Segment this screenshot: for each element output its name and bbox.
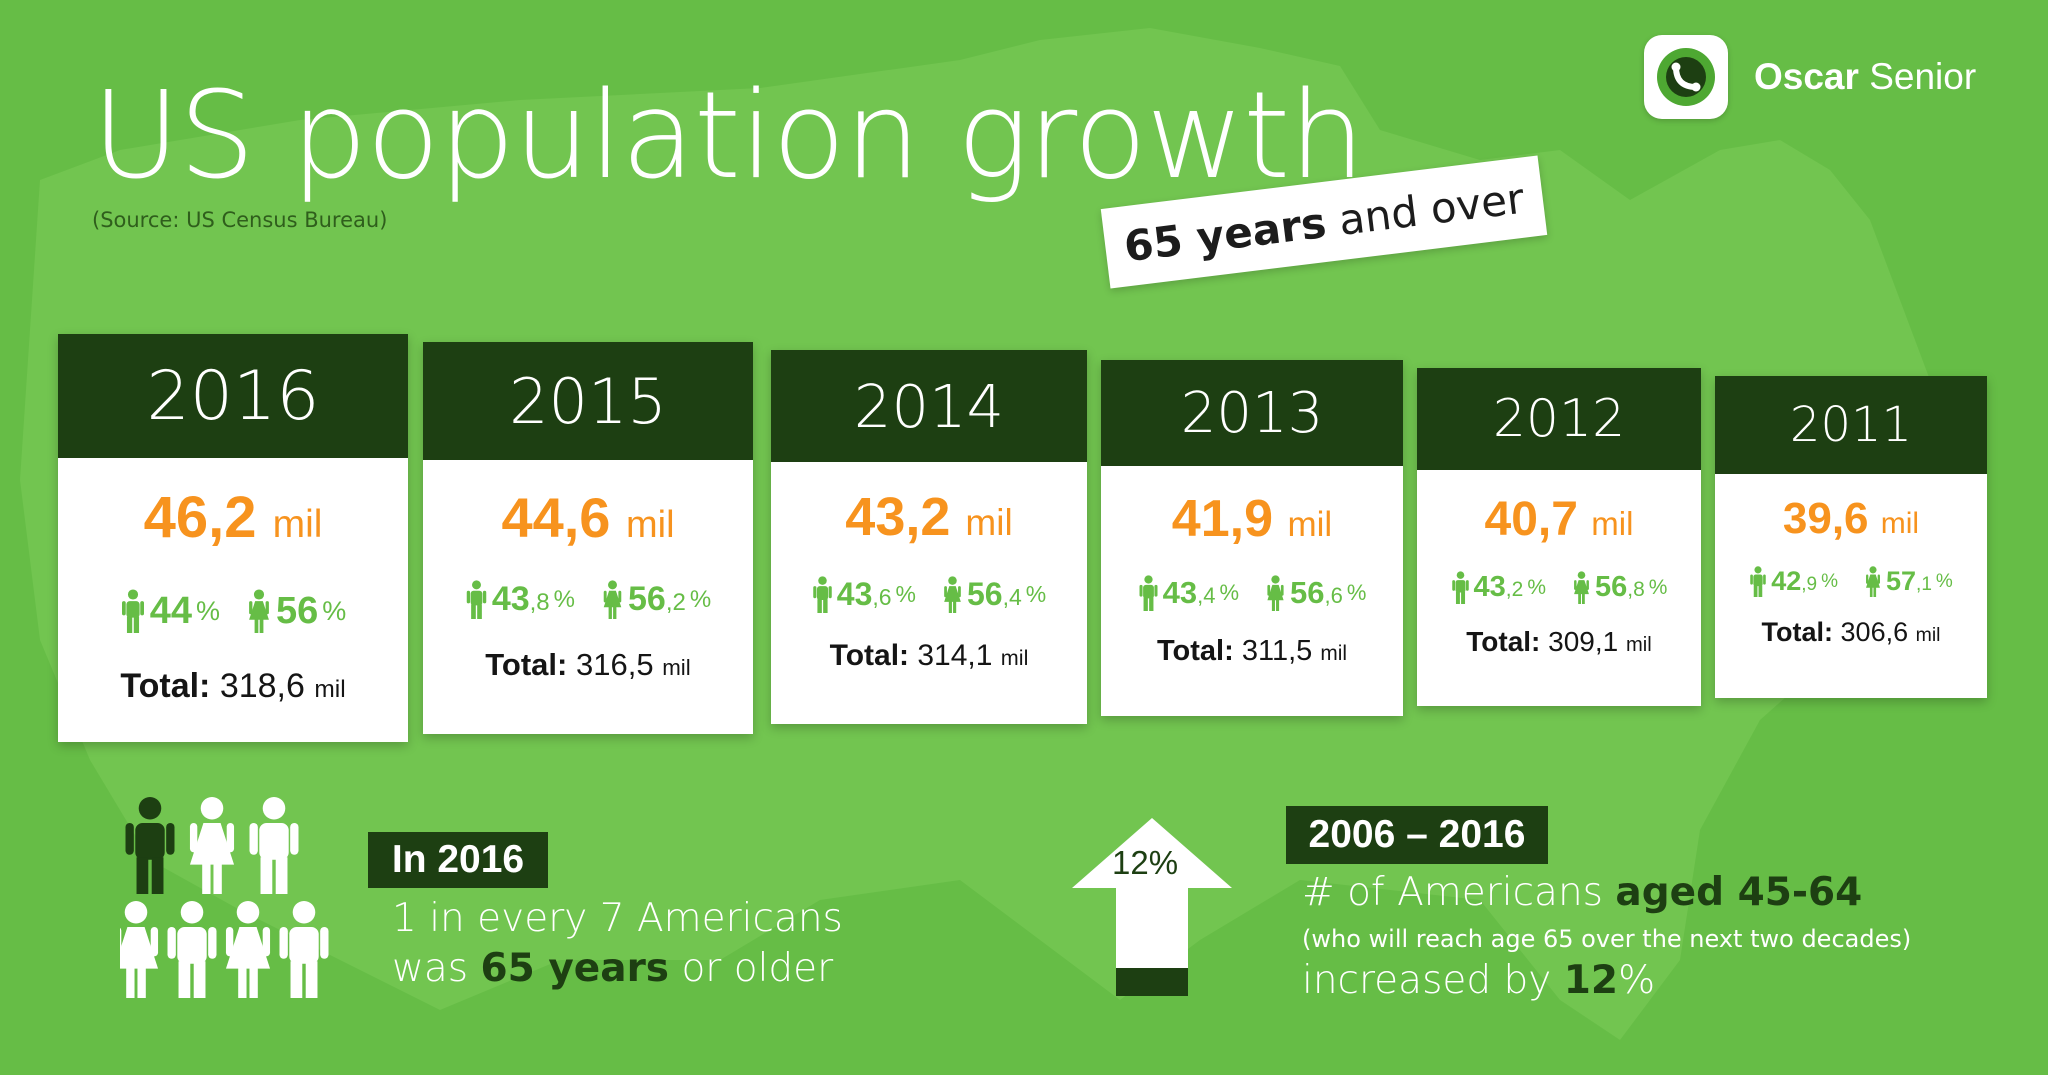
man-icon [1750, 566, 1766, 597]
senior-population: 40,7 mil [1484, 493, 1634, 546]
senior-population: 44,6 mil [501, 486, 675, 549]
card-body: 41,9 mil 43,4 % 56,6 % Total: 311,5 mil [1101, 466, 1403, 716]
women-percent: 56,4 % [942, 576, 1046, 613]
phone-bubble-icon [1657, 48, 1715, 106]
increase-text: increased by 12% [1302, 958, 1656, 1003]
total-population: Total: 311,5 mil [1157, 635, 1347, 667]
brand-logo-icon [1644, 35, 1728, 119]
gender-split: 42,9 % 57,1 % [1715, 566, 1987, 597]
total-population: Total: 314,1 mil [829, 639, 1029, 672]
man-icon [249, 796, 299, 894]
senior-population: 41,9 mil [1171, 490, 1333, 548]
total-population: Total: 309,1 mil [1466, 626, 1652, 657]
woman-icon [189, 796, 235, 894]
men-percent: 42,9 % [1749, 566, 1838, 597]
senior-population: 43,2 mil [845, 487, 1013, 547]
card-body: 43,2 mil 43,6 % 56,4 % Total: 314,1 mil [771, 462, 1087, 724]
gender-split: 43,4 % 56,6 % [1101, 575, 1403, 611]
up-arrow-icon [1072, 818, 1232, 996]
gender-split: 43,8 % 56,2 % [423, 580, 753, 619]
card-body: 40,7 mil 43,2 % 56,8 % Total: 309,1 mil [1417, 470, 1701, 706]
man-icon [813, 576, 832, 613]
year-card-2014: 2014 43,2 mil 43,6 % 56,4 % Total: 314,1 m… [771, 350, 1087, 724]
man-icon [125, 796, 175, 894]
woman-icon [944, 576, 961, 613]
tag-rest: and over [1336, 173, 1527, 245]
men-percent: 44 % [120, 589, 220, 633]
card-body: 44,6 mil 43,8 % 56,2 % Total: 316,5 mil [423, 460, 753, 734]
year-card-2015: 2015 44,6 mil 43,8 % 56,2 % Total: 316,5 m… [423, 342, 753, 734]
total-population: Total: 318,6 mil [120, 667, 346, 705]
card-year: 2012 [1417, 368, 1701, 470]
people-icons [120, 796, 329, 998]
gender-split: 44 % 56 % [58, 589, 408, 633]
aged-45-64-text: # of Americans aged 45-64 [1302, 870, 1863, 915]
senior-population: 46,2 mil [143, 485, 323, 550]
woman-icon [249, 589, 269, 633]
brand-name: Oscar Senior [1754, 56, 1977, 97]
women-percent: 56 % [246, 589, 346, 633]
source-note: (Source: US Census Bureau) [92, 208, 388, 232]
woman-icon [1866, 566, 1880, 597]
men-percent: 43,6 % [812, 576, 916, 613]
man-icon [167, 900, 217, 998]
card-year: 2014 [771, 350, 1087, 462]
card-year: 2016 [58, 334, 408, 458]
woman-icon [225, 900, 271, 998]
women-percent: 56,8 % [1572, 571, 1667, 604]
man-icon [1139, 575, 1158, 611]
men-percent: 43,4 % [1138, 575, 1239, 611]
women-percent: 57,1 % [1864, 566, 1953, 597]
tag-bold: 65 years [1121, 197, 1329, 271]
card-year: 2015 [423, 342, 753, 460]
card-body: 46,2 mil 44 % 56 % Total: 318,6 mil [58, 458, 408, 742]
in-2016-text: 1 in every 7 Americans was 65 years or o… [392, 894, 843, 994]
woman-icon [603, 580, 622, 619]
woman-icon [1574, 571, 1589, 604]
man-icon [1451, 571, 1469, 604]
woman-icon [1267, 575, 1284, 611]
man-icon [466, 580, 487, 619]
year-card-2011: 2011 39,6 mil 42,9 % 57,1 % Total: 306,6 m… [1715, 376, 1987, 698]
period-badge: 2006 – 2016 [1286, 806, 1548, 864]
card-body: 39,6 mil 42,9 % 57,1 % Total: 306,6 mil [1715, 474, 1987, 698]
in-2016-badge: In 2016 [368, 832, 548, 888]
brand: Oscar Senior [1644, 34, 1976, 120]
woman-icon [120, 900, 159, 998]
men-percent: 43,8 % [465, 580, 575, 619]
total-population: Total: 316,5 mil [485, 647, 691, 682]
year-card-2012: 2012 40,7 mil 43,2 % 56,8 % Total: 309,1 m… [1417, 368, 1701, 706]
man-icon [121, 589, 144, 633]
year-card-2016: 2016 46,2 mil 44 % 56 % Total: 318,6 mil [58, 334, 408, 742]
gender-split: 43,6 % 56,4 % [771, 576, 1087, 613]
women-percent: 56,2 % [601, 580, 711, 619]
total-population: Total: 306,6 mil [1761, 617, 1941, 647]
growth-percent-label: 12% [1112, 844, 1179, 881]
in-2016-line2: was 65 years or older [392, 946, 834, 991]
year-card-2013: 2013 41,9 mil 43,4 % 56,6 % Total: 311,5 m… [1101, 360, 1403, 716]
aged-45-64-note: (who will reach age 65 over the next two… [1302, 925, 1912, 953]
women-percent: 56,6 % [1265, 575, 1366, 611]
senior-population: 39,6 mil [1782, 494, 1920, 543]
page-title: US population growth [92, 67, 1365, 206]
card-year: 2013 [1101, 360, 1403, 466]
men-percent: 43,2 % [1451, 571, 1546, 604]
card-year: 2011 [1715, 376, 1987, 474]
in-2016-line1: 1 in every 7 Americans [392, 896, 843, 941]
man-icon [279, 900, 329, 998]
gender-split: 43,2 % 56,8 % [1417, 571, 1701, 604]
